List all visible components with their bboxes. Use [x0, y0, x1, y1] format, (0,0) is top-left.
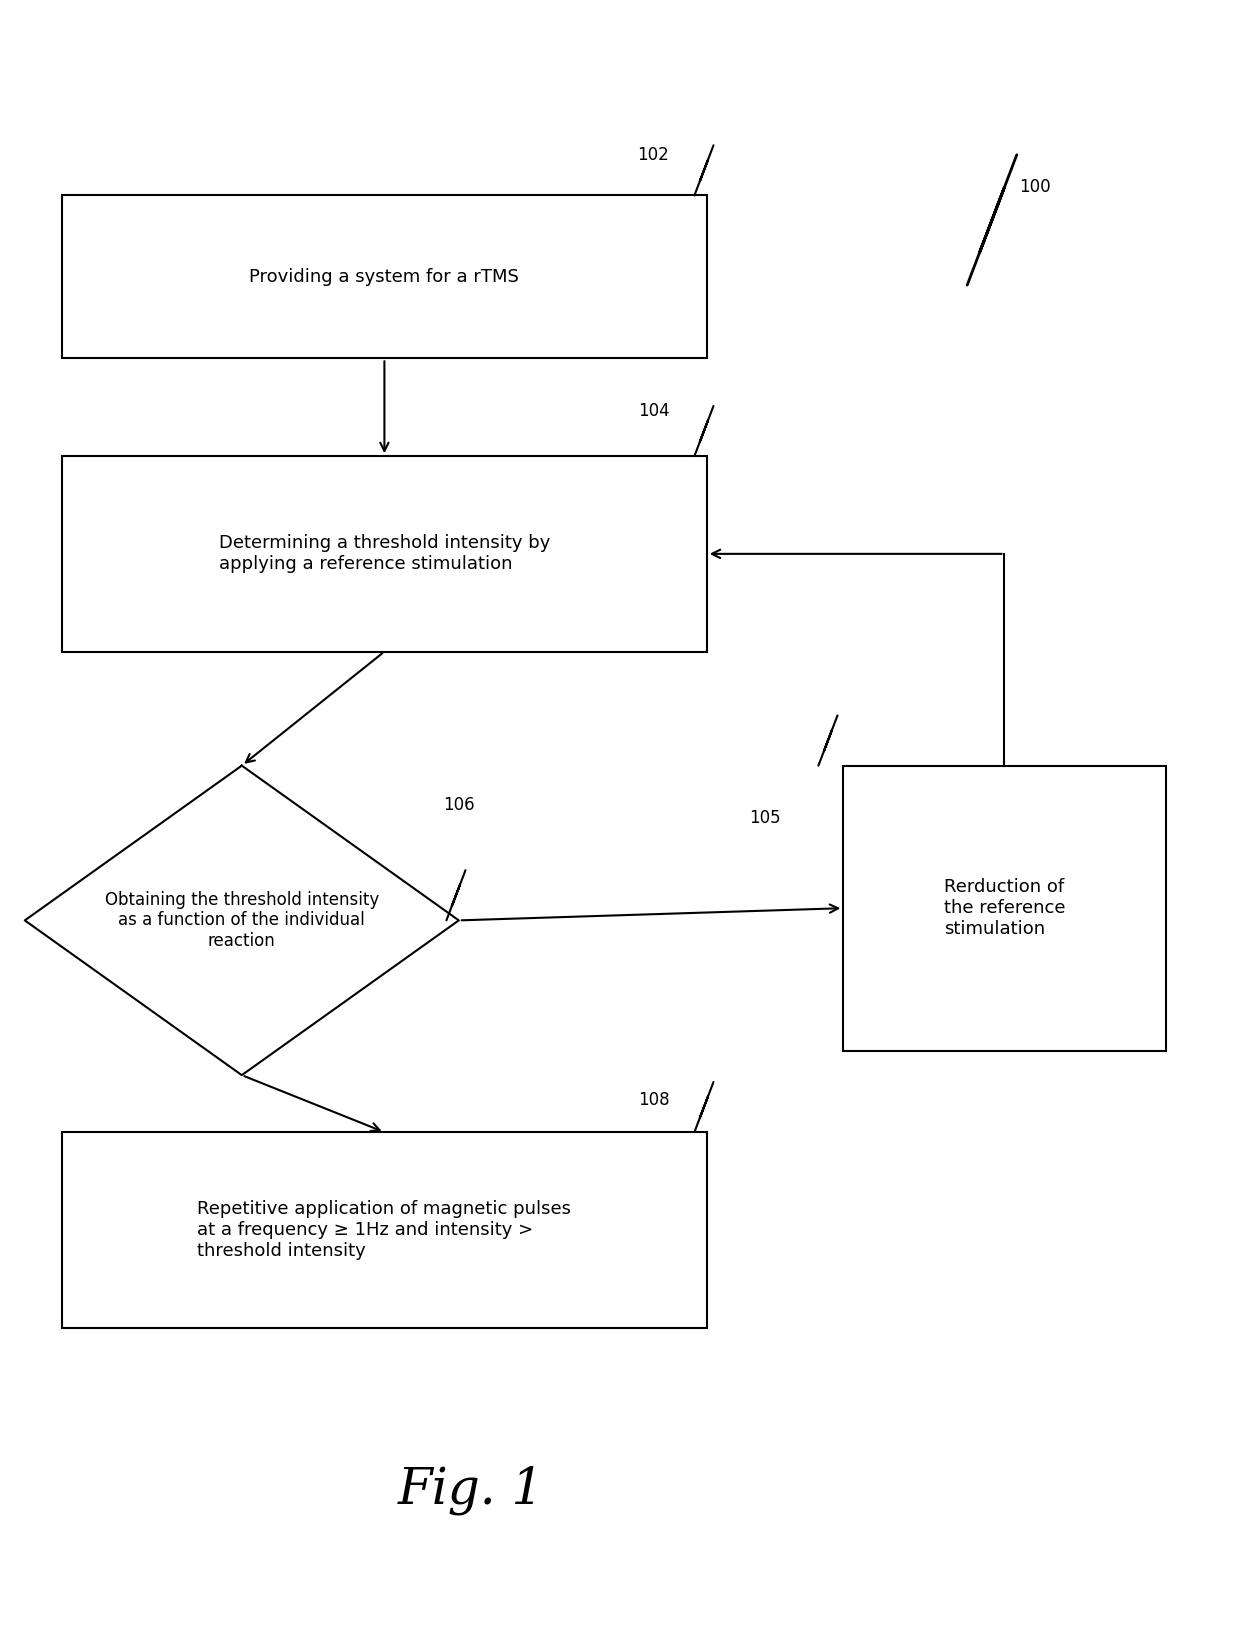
Text: Obtaining the threshold intensity
as a function of the individual
reaction: Obtaining the threshold intensity as a f… — [104, 891, 379, 950]
FancyBboxPatch shape — [62, 195, 707, 358]
Text: Repetitive application of magnetic pulses
at a frequency ≥ 1Hz and intensity >
t: Repetitive application of magnetic pulse… — [197, 1201, 572, 1259]
FancyBboxPatch shape — [62, 1132, 707, 1328]
FancyBboxPatch shape — [843, 766, 1166, 1051]
Text: 104: 104 — [637, 401, 670, 420]
Text: 102: 102 — [637, 145, 670, 165]
Text: Providing a system for a rTMS: Providing a system for a rTMS — [249, 267, 520, 287]
Text: Fig. 1: Fig. 1 — [398, 1466, 544, 1515]
Text: 108: 108 — [637, 1090, 670, 1109]
Text: 105: 105 — [749, 808, 781, 828]
Text: Determining a threshold intensity by
applying a reference stimulation: Determining a threshold intensity by app… — [218, 534, 551, 573]
FancyBboxPatch shape — [62, 456, 707, 652]
Text: 100: 100 — [1019, 178, 1052, 197]
Text: Rerduction of
the reference
stimulation: Rerduction of the reference stimulation — [944, 878, 1065, 938]
Text: 106: 106 — [443, 795, 475, 814]
